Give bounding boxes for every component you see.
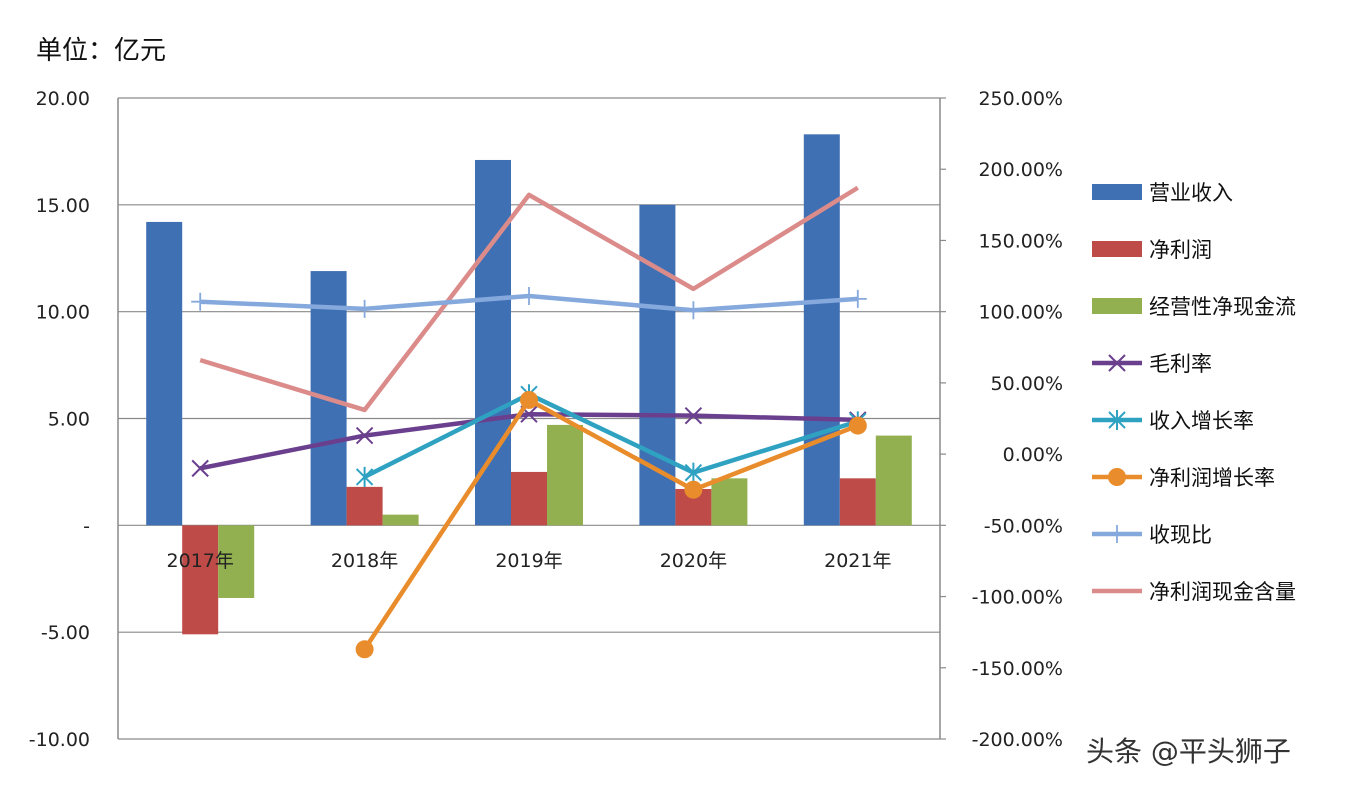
bar-1-1	[346, 486, 383, 526]
right-tick-label: 150.00%	[978, 230, 1063, 252]
series-point-0-0	[191, 459, 209, 478]
series-point-3-2	[520, 286, 538, 305]
series-point-3-1	[355, 299, 374, 318]
series-line-1	[363, 392, 859, 479]
bar-0-2	[475, 159, 511, 526]
left-tick-label: 20.00	[36, 88, 90, 110]
right-tick-label: -100.00%	[972, 587, 1063, 609]
watermark: 头条 @平头狮子	[1086, 735, 1291, 768]
series-point-1-2	[684, 462, 703, 483]
bar-1-2	[511, 471, 547, 526]
right-tick-label: 250.00%	[978, 88, 1063, 110]
series-point-0-3	[684, 406, 703, 425]
legend-marker	[1108, 354, 1126, 372]
legend-label: 营业收入	[1149, 181, 1233, 205]
bar-2-4	[875, 435, 912, 526]
series-point-3-3	[684, 301, 703, 320]
right-tick-label: -150.00%	[972, 658, 1063, 680]
legend-swatch	[1092, 241, 1142, 257]
series-point-2-0	[355, 640, 374, 659]
bar-0-4	[803, 134, 840, 526]
legend-label: 净利润	[1149, 238, 1212, 262]
legend-label: 毛利率	[1149, 352, 1212, 376]
series-point-2-3	[848, 416, 867, 435]
bar-2-0	[218, 525, 255, 598]
bar-0-0	[146, 221, 183, 526]
right-tick-label: 50.00%	[991, 373, 1063, 395]
legend-marker	[1108, 525, 1126, 543]
bar-2-2	[547, 424, 583, 526]
unit-label: 单位：亿元	[36, 36, 167, 66]
legend-label: 收入增长率	[1149, 409, 1254, 433]
series-point-3-0	[191, 292, 210, 311]
bar-1-4	[839, 478, 876, 526]
left-tick-label: -	[83, 515, 90, 537]
series-line-4	[199, 185, 859, 413]
left-tick-label: -5.00	[41, 622, 90, 644]
series-line-0	[199, 411, 858, 471]
legend-label: 经营性净现金流	[1149, 295, 1296, 319]
right-tick-label: 100.00%	[978, 302, 1063, 324]
category-label: 2021年	[824, 550, 891, 572]
bar-2-3	[711, 478, 748, 526]
legend-label: 净利润增长率	[1149, 466, 1275, 490]
bar-1-0	[182, 525, 219, 635]
legend-swatch	[1092, 184, 1142, 200]
series-point-2-2	[684, 480, 703, 499]
legend-label: 净利润现金含量	[1149, 580, 1296, 604]
legend-marker	[1108, 468, 1126, 486]
legend-label: 收现比	[1149, 523, 1212, 547]
right-tick-label: 0.00%	[1003, 444, 1063, 466]
left-tick-label: -10.00	[29, 729, 90, 751]
right-tick-label: -50.00%	[984, 515, 1063, 537]
legend-marker	[1108, 410, 1126, 430]
right-tick-label: -200.00%	[972, 729, 1063, 751]
legend-swatch	[1092, 298, 1142, 314]
left-tick-label: 5.00	[48, 409, 90, 431]
right-tick-label: 200.00%	[978, 159, 1063, 181]
series-point-2-1	[520, 390, 538, 409]
left-tick-label: 10.00	[36, 302, 90, 324]
category-label: 2017年	[167, 550, 234, 572]
series-point-3-4	[848, 289, 867, 308]
series-point-1-0	[355, 466, 374, 487]
series-line-2	[362, 397, 859, 651]
left-tick-label: 15.00	[36, 195, 90, 217]
category-label: 2019年	[495, 550, 562, 572]
category-label: 2020年	[660, 550, 727, 572]
bar-2-1	[382, 514, 419, 526]
series-point-0-1	[355, 426, 374, 445]
category-label: 2018年	[331, 550, 398, 572]
